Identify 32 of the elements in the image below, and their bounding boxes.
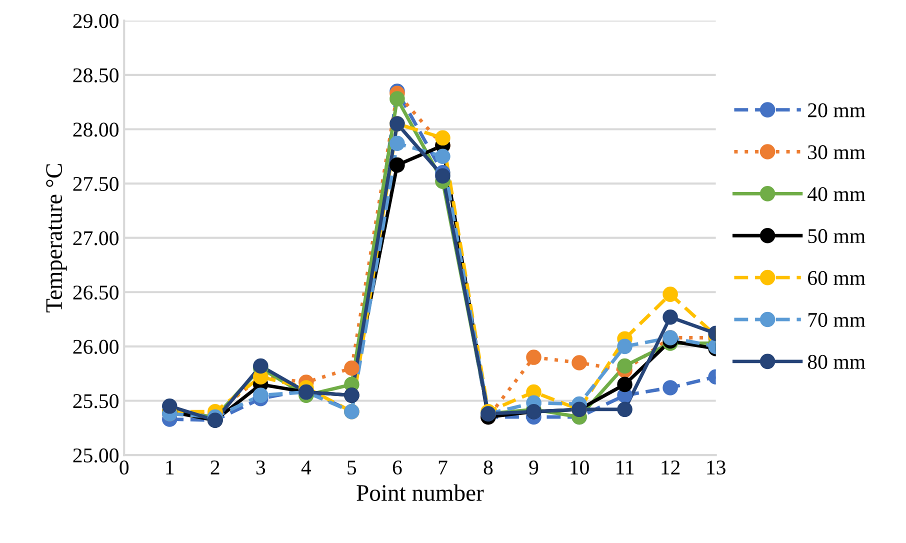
y-tick-label: 26.50 [73,286,118,300]
legend-label: 40 mm [808,187,866,202]
y-tick-label: 28.00 [73,122,118,137]
legend-label: 50 mm [808,229,866,244]
y-tick-label: 28.50 [73,68,118,82]
y-tick-label: 27.00 [73,231,118,246]
x-tick-label: 11 [616,460,634,474]
y-tick-label: 25.50 [73,394,118,408]
x-tick-label: 3 [256,460,266,475]
x-tick-label: 9 [529,460,538,475]
legend-label: 30 mm [808,145,866,160]
legend-label: 70 mm [808,312,866,327]
x-tick-label: 7 [438,460,448,474]
x-tick-label: 0 [120,460,129,475]
x-tick-label: 1 [166,460,174,474]
x-tick-label: 8 [484,460,493,475]
y-tick-label: 25.00 [73,448,118,463]
legend-label: 80 mm [808,354,866,369]
x-tick-label: 2 [210,460,220,474]
legend-label: 60 mm [808,270,866,286]
y-tick-label: 27.50 [73,176,118,192]
x-tick-label: 12 [662,460,680,474]
y-axis-title: Temperature °C [46,164,67,312]
x-tick-label: 10 [570,460,589,475]
x-tick-label: 6 [392,460,402,475]
x-tick-label: 5 [348,460,356,475]
x-tick-label: 13 [707,460,726,475]
y-tick-label: 29.00 [73,14,118,28]
x-axis-title: Point number [356,484,484,501]
y-tick-label: 26.00 [73,340,118,354]
legend-label: 20 mm [808,103,866,118]
x-tick-label: 4 [301,460,312,474]
